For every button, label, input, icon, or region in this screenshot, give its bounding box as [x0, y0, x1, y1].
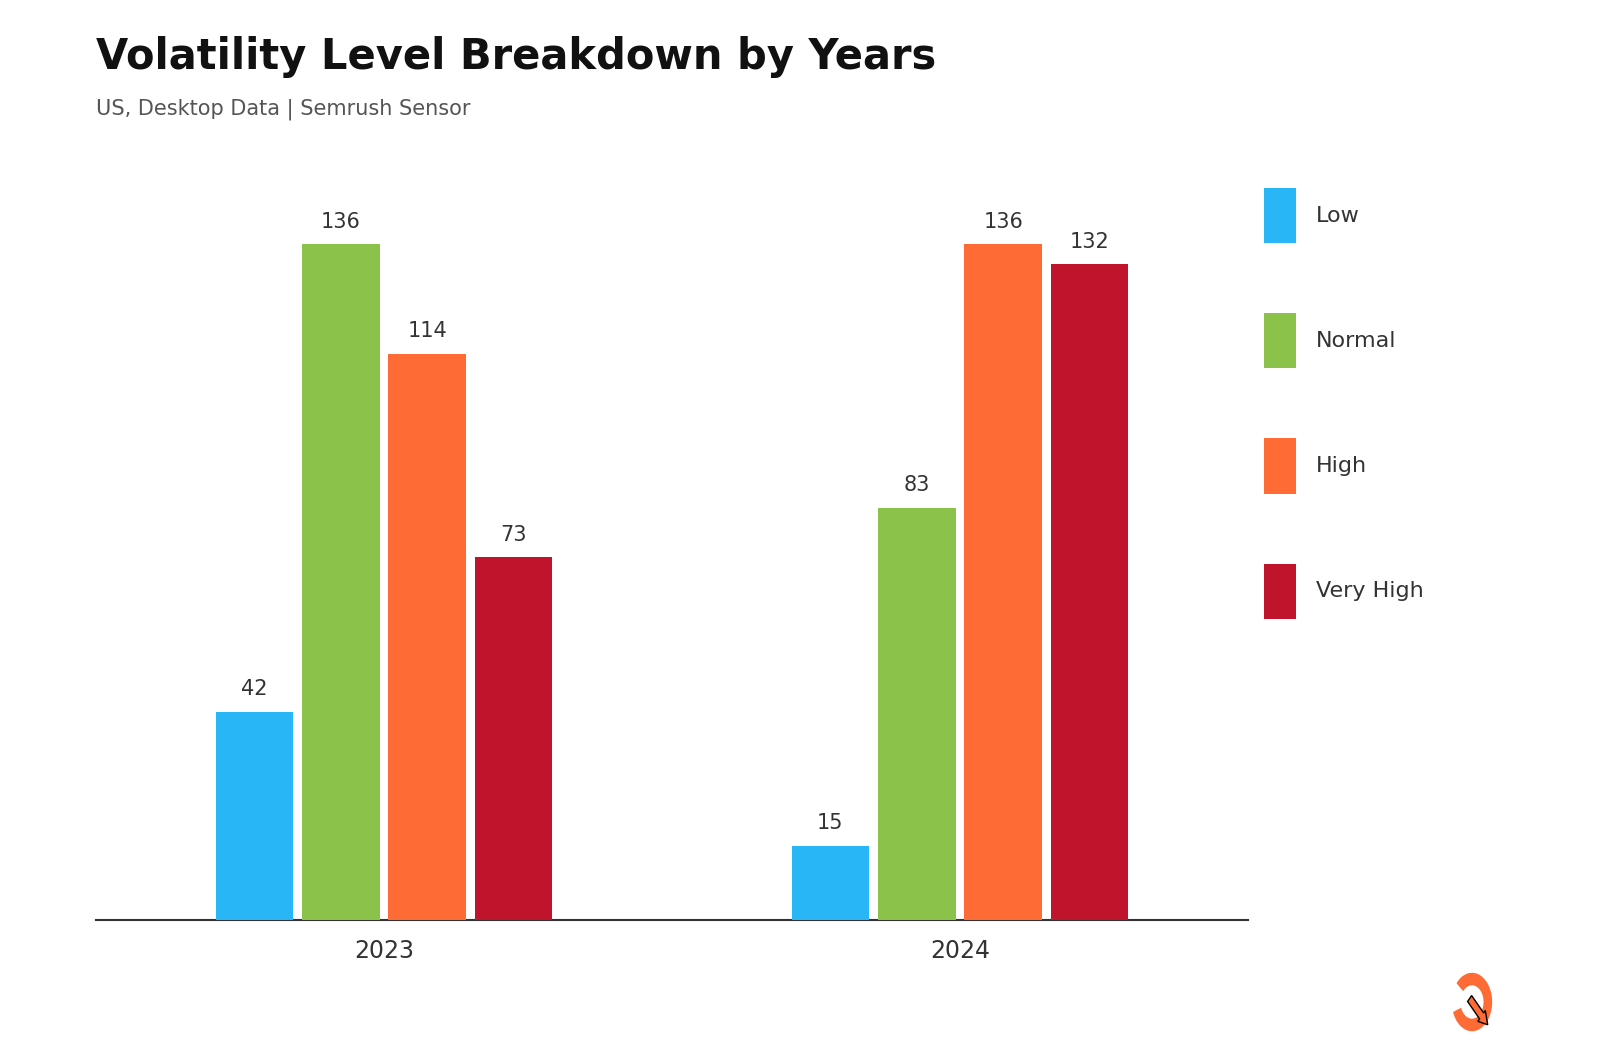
Bar	[1051, 265, 1128, 920]
FancyArrow shape	[1467, 995, 1488, 1024]
Bar	[878, 507, 955, 920]
FancyBboxPatch shape	[1264, 314, 1296, 369]
FancyBboxPatch shape	[1264, 189, 1296, 244]
Text: semrush.com: semrush.com	[32, 993, 154, 1011]
Text: 136: 136	[984, 212, 1022, 232]
Bar	[389, 353, 466, 920]
FancyBboxPatch shape	[1264, 439, 1296, 494]
Text: 83: 83	[904, 475, 930, 495]
Text: US, Desktop Data | Semrush Sensor: US, Desktop Data | Semrush Sensor	[96, 99, 470, 121]
Text: Volatility Level Breakdown by Years: Volatility Level Breakdown by Years	[96, 36, 936, 78]
Bar	[792, 846, 869, 920]
Text: 132: 132	[1070, 231, 1109, 252]
Bar	[475, 557, 552, 920]
Text: 15: 15	[818, 814, 843, 834]
Text: Normal: Normal	[1315, 331, 1397, 351]
Text: 136: 136	[322, 212, 360, 232]
Text: 42: 42	[242, 679, 267, 699]
Text: 114: 114	[408, 321, 446, 342]
Text: Low: Low	[1315, 206, 1360, 226]
Text: Very High: Very High	[1315, 581, 1424, 601]
Bar	[965, 244, 1042, 920]
Text: High: High	[1315, 456, 1366, 476]
Wedge shape	[1453, 973, 1493, 1032]
Bar	[302, 244, 379, 920]
FancyBboxPatch shape	[1264, 564, 1296, 619]
Text: 73: 73	[501, 525, 526, 545]
Text: SEMRUSH: SEMRUSH	[1390, 988, 1544, 1016]
Bar	[216, 712, 293, 920]
